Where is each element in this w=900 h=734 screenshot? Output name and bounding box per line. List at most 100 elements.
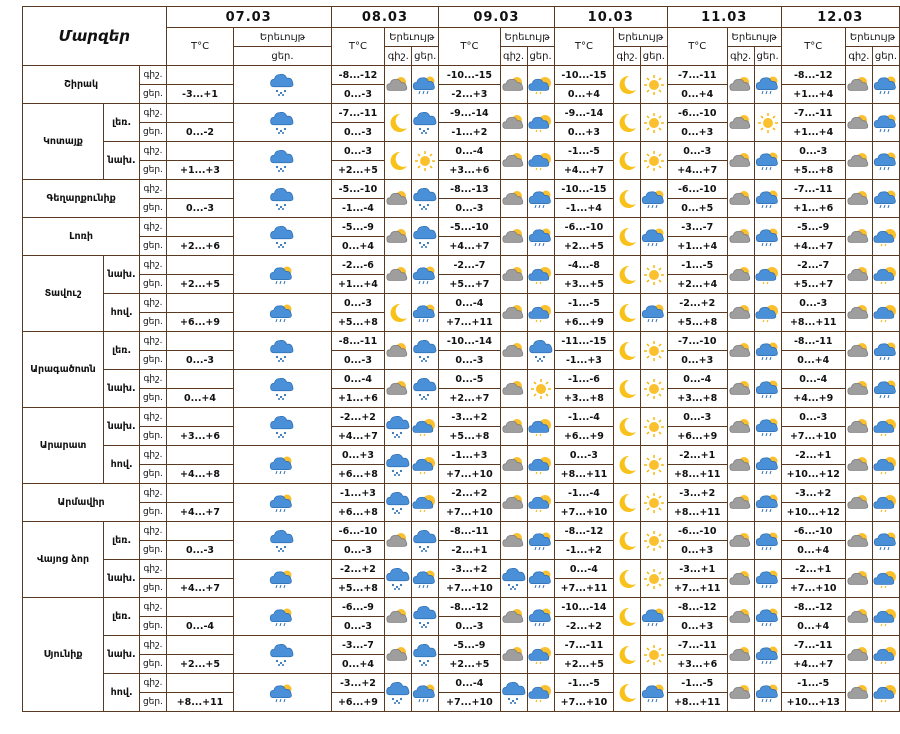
temperature-cell: +2...+5	[165, 274, 235, 294]
weather-icon-cell	[499, 331, 528, 370]
time-of-day-label: գիշ.	[139, 217, 167, 237]
temperature-cell: +1...+6	[780, 198, 846, 218]
time-of-day-label: գիշ.	[139, 559, 167, 579]
temperature-cell: 0...-3	[165, 540, 235, 560]
night-col-header: գիշ.	[384, 46, 413, 66]
weather-icon-cell	[639, 445, 668, 484]
table-row: ցեր. 0...+4 +1...+6 +2...+7 +3...+8 +3...+8 +4…	[23, 388, 900, 408]
moon-icon	[619, 455, 637, 474]
cloud-rain-icon	[873, 114, 896, 132]
weather-icon-cell	[499, 293, 528, 332]
partly-cloudy-icon	[847, 342, 869, 357]
temperature-cell: -10...-15	[438, 65, 501, 85]
regional-forecast-table: Մարզեր 07.03 08.03 09.03 10.03 11.03 12.…	[21, 6, 900, 712]
weather-icon-cell	[753, 103, 782, 142]
temperature-cell: -1...+2	[553, 540, 615, 560]
weather-icon-cell	[384, 141, 413, 180]
zone-label: նախ.	[103, 141, 141, 180]
partly-cloudy-icon	[847, 570, 869, 585]
time-of-day-label: ցեր.	[139, 540, 167, 560]
weather-icon-cell	[233, 179, 332, 218]
weather-icon-cell	[613, 179, 641, 218]
temperature-cell: 0...+3	[553, 122, 615, 142]
weather-icon-cell	[499, 369, 528, 408]
partly-cloudy-icon	[386, 532, 408, 547]
cloud-snow-icon	[413, 339, 437, 362]
temperature-cell: +7...+10	[438, 692, 501, 712]
weather-icon-cell	[411, 445, 440, 484]
temperature-cell: -1...-5	[553, 293, 615, 313]
weather-icon-cell	[639, 217, 668, 256]
temperature-cell: +6...+9	[666, 426, 728, 446]
weather-icon-cell	[411, 673, 440, 712]
weather-icon-cell	[499, 521, 528, 560]
weather-icon-cell	[526, 445, 555, 484]
time-of-day-label: ցեր.	[139, 160, 167, 180]
temperature-cell: -2...-7	[438, 255, 501, 275]
sun-icon	[643, 568, 664, 589]
table-row: հով. գիշ. 0...-3 0...-4 -1...-5 -2...+2 0...-3	[23, 293, 900, 332]
cloud-rain-icon	[873, 380, 896, 398]
temperature-cell: -1...+4	[553, 198, 615, 218]
temperature-cell: 0...+4	[330, 236, 386, 256]
table-row: Լոռի գիշ. -5...-9 -5...-10 -6...-10 -3...-7 -5…	[21, 217, 900, 256]
weather-icon-cell	[753, 483, 782, 522]
partly-cloudy-icon	[847, 228, 869, 243]
cloud-rain-icon	[270, 266, 293, 284]
time-of-day-label: ցեր.	[139, 654, 167, 674]
temperature-cell: +4...+7	[165, 502, 235, 522]
temperature-cell: +4...+7	[553, 160, 615, 180]
moon-icon	[390, 113, 408, 132]
temperature-cell: -2...-7	[780, 255, 846, 275]
partly-cloudy-icon	[386, 228, 408, 243]
temperature-cell: +1...+4	[780, 122, 846, 142]
weather-icon-cell	[411, 65, 440, 104]
weather-icon-cell	[753, 141, 782, 180]
cloud-snow-icon	[270, 225, 294, 248]
table-row: Կոտայք լեռ. գիշ. -7...-11 -9...-14 -9...-14 -6…	[21, 103, 900, 180]
region-name: Արագածոտն	[21, 331, 105, 408]
sun-cloud-rain-icon	[528, 646, 551, 664]
weather-icon-cell	[499, 103, 528, 142]
cloud-rain-icon	[755, 76, 778, 94]
moon-icon	[619, 531, 637, 550]
temperature-cell: -4...-8	[553, 255, 615, 275]
temperature-cell: +7...+10	[438, 578, 501, 598]
table-row: ցեր. +4...+8 +6...+8 +7...+10 +8...+11 +8...+…	[23, 464, 900, 484]
cloud-rain-icon	[641, 304, 664, 322]
sun-cloud-rain-icon	[528, 114, 551, 132]
temperature-cell: +1...+4	[780, 84, 846, 104]
temperature-cell: 0...-4	[553, 559, 615, 579]
moon-icon	[619, 683, 637, 702]
zone-label: լեռ.	[103, 331, 141, 370]
partly-cloudy-icon	[386, 608, 408, 623]
weather-icon-cell	[411, 179, 440, 218]
cloud-rain-icon	[413, 684, 436, 702]
weather-icon-cell	[233, 483, 332, 522]
temperature-cell: +8...+11	[780, 312, 846, 332]
time-of-day-label: գիշ.	[139, 369, 167, 389]
cloud-rain-icon	[641, 190, 664, 208]
sun-cloud-rain-icon	[873, 456, 896, 474]
temperature-cell: -8...-13	[438, 179, 501, 199]
temperature-cell: +3...+8	[666, 388, 728, 408]
temperature-cell: -3...-7	[666, 217, 728, 237]
temperature-cell: -6...-10	[666, 103, 728, 123]
weather-icon-cell	[499, 407, 528, 446]
partly-cloudy-icon	[847, 190, 869, 205]
date-header: 08.03	[330, 6, 440, 28]
temperature-cell	[165, 597, 235, 617]
temperature-cell: +5...+7	[780, 274, 846, 294]
temperature-cell: +7...+10	[438, 502, 501, 522]
weather-icon-cell	[753, 521, 782, 560]
time-of-day-label: ցեր.	[139, 84, 167, 104]
weather-icon-cell	[753, 635, 782, 674]
temperature-cell: +2...+5	[165, 654, 235, 674]
temperature-cell: -2...+2	[553, 616, 615, 636]
sun-icon	[415, 150, 436, 171]
region-name: Շիրակ	[21, 65, 141, 104]
table-row: ցեր. +3...+6 +4...+7 +5...+8 +6...+9 +6...+9 +…	[23, 426, 900, 446]
table-row: նախ. գիշ. 0...-3 0...-4 -1...-5 0...-3 0...-3	[23, 141, 900, 180]
table-row: ցեր. +2...+5 0...+4 +2...+5 +2...+5 +3...+6 +4…	[23, 654, 900, 674]
temperature-cell: -7...-11	[330, 103, 386, 123]
